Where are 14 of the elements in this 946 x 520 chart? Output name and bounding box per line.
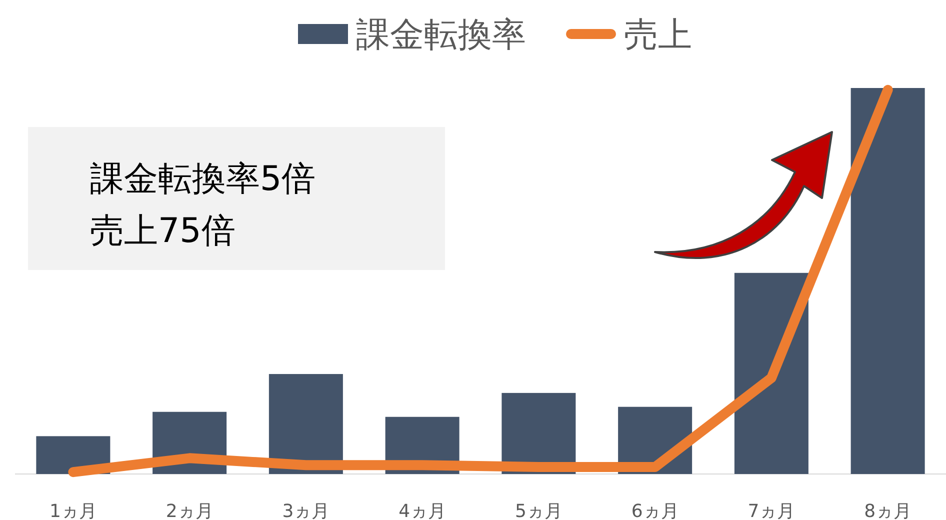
x-tick-label: 1ヵ月 — [49, 501, 97, 520]
x-tick-label: 8ヵ月 — [864, 501, 912, 520]
legend-label: 売上 — [624, 15, 692, 55]
x-tick-label: 6ヵ月 — [631, 501, 679, 520]
legend-label: 課金転換率 — [356, 15, 526, 55]
x-tick-label: 5ヵ月 — [514, 501, 562, 520]
annotation: 売上75倍 — [90, 211, 236, 251]
x-tick-label: 7ヵ月 — [748, 501, 796, 520]
annotation: 課金転換率5倍 — [90, 159, 316, 199]
x-tick-label: 4ヵ月 — [398, 501, 446, 520]
x-tick-label: 3ヵ月 — [282, 501, 330, 520]
x-tick-label: 2ヵ月 — [166, 501, 214, 520]
bar — [850, 88, 925, 474]
bar — [734, 272, 808, 474]
